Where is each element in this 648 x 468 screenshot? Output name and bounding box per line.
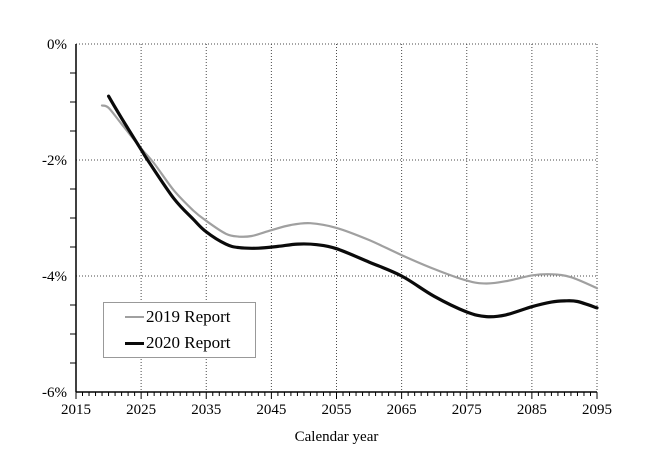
y-tick-label: -6% <box>42 385 67 401</box>
x-axis-title: Calendar year <box>295 429 379 445</box>
series-line-2020-report <box>107 94 599 319</box>
x-tick-label: 2095 <box>582 402 612 418</box>
legend-item-2019-report: 2019 Report <box>125 307 255 327</box>
x-tick-label: 2025 <box>126 402 156 418</box>
y-tick-label: -4% <box>42 269 67 285</box>
legend-item-2020-report: 2020 Report <box>125 333 255 353</box>
legend-swatch-2020-report-line <box>125 341 144 345</box>
legend-label-2020-report: 2020 Report <box>146 333 231 352</box>
y-tick-label: -2% <box>42 153 67 169</box>
x-tick-label: 2035 <box>191 402 221 418</box>
legend-swatch-2019-report-line <box>125 316 144 318</box>
x-tick-label: 2075 <box>452 402 482 418</box>
legend-label-2019-report: 2019 Report <box>146 307 231 326</box>
x-tick-label: 2045 <box>256 402 286 418</box>
y-tick-label: 0% <box>47 37 67 53</box>
x-tick-label: 2085 <box>517 402 547 418</box>
x-tick-label: 2065 <box>387 402 417 418</box>
chart-legend: 2019 Report 2020 Report <box>103 302 256 358</box>
series-line-2019-report <box>100 104 599 290</box>
x-tick-label: 2015 <box>61 402 91 418</box>
x-tick-label: 2055 <box>322 402 352 418</box>
